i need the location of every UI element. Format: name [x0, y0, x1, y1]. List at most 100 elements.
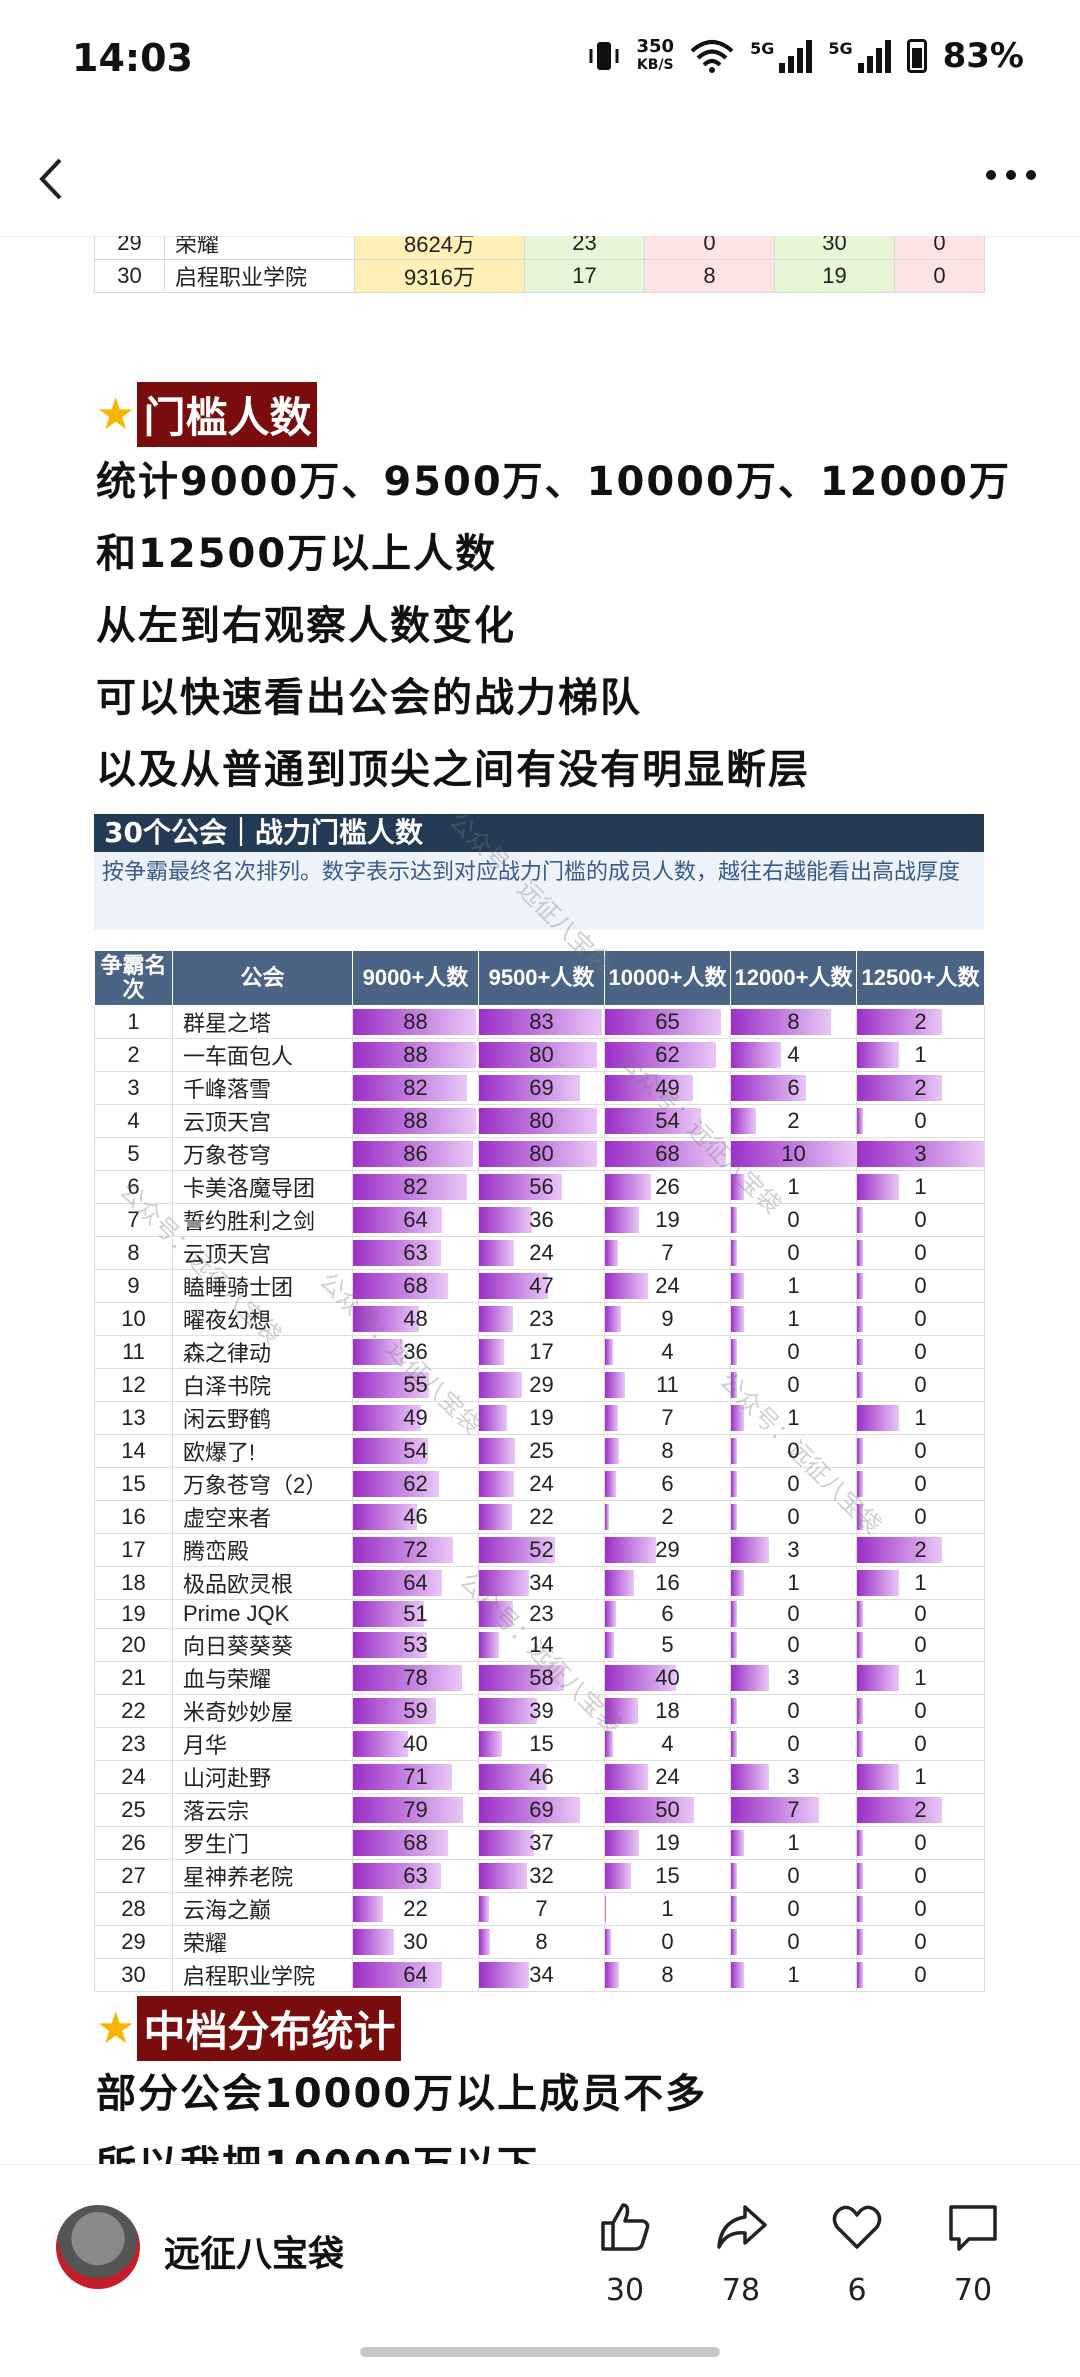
data-bar: 7	[731, 1796, 856, 1824]
bar-value: 8	[661, 1962, 674, 1987]
bar-fill	[605, 1372, 625, 1398]
count-cell: 29	[604, 1533, 731, 1567]
rank-cell: 7	[94, 1203, 173, 1237]
data-bar: 0	[857, 1437, 984, 1465]
bar-fill	[353, 1405, 421, 1431]
share-button[interactable]: 78	[696, 2199, 786, 2308]
bar-value: 7	[787, 1797, 800, 1822]
back-arrow-icon[interactable]	[30, 156, 76, 202]
count-cell: 88	[352, 1104, 479, 1138]
author-avatar[interactable]	[56, 2205, 140, 2289]
data-bar: 52	[479, 1536, 604, 1564]
count-cell: 1	[730, 1826, 857, 1860]
count-cell: 0	[856, 1925, 985, 1959]
data-bar: 0	[731, 1239, 856, 1267]
rank-cell: 16	[94, 1500, 173, 1534]
count-cell: 0	[856, 1958, 985, 1992]
bar-value: 1	[787, 1830, 800, 1855]
bar-fill	[479, 1764, 547, 1790]
count-cell: 62	[604, 1038, 731, 1072]
count-cell: 8	[604, 1434, 731, 1468]
table-row: 12 白泽书院 55 29 11 0 0	[94, 1368, 985, 1402]
bar-value: 6	[661, 1601, 674, 1626]
data-bar: 0	[731, 1371, 856, 1399]
bar-value: 4	[661, 1339, 674, 1364]
data-bar: 40	[353, 1730, 478, 1758]
table-row: 26 罗生门 68 37 19 1 0	[94, 1826, 985, 1860]
count-cell: 46	[352, 1500, 479, 1534]
table-row: 20 向日葵葵葵 53 14 5 0 0	[94, 1628, 985, 1662]
data-bar: 8	[605, 1437, 730, 1465]
bar-value: 0	[914, 1108, 927, 1133]
data-bar: 3	[857, 1140, 984, 1168]
count-cell: 4	[604, 1335, 731, 1369]
comment-button[interactable]: 70	[928, 2199, 1018, 2308]
header-guild: 公会	[172, 950, 353, 1006]
header-9500: 9500+人数	[478, 950, 605, 1006]
favorite-button[interactable]: 6	[812, 2199, 902, 2308]
count-cell: 0	[730, 1694, 857, 1728]
table-row: 29 荣耀 8624万 23 0 30 0	[94, 236, 985, 260]
data-bar: 0	[731, 1503, 856, 1531]
table-row: 27 星神养老院 63 32 15 0 0	[94, 1859, 985, 1893]
bar-value: 71	[403, 1764, 428, 1789]
bar-fill	[605, 1698, 638, 1724]
data-bar: 1	[731, 1569, 856, 1597]
bar-fill	[605, 1929, 611, 1955]
author-name[interactable]: 远征八宝袋	[164, 2234, 345, 2275]
count-cell: 0	[856, 1104, 985, 1138]
table-row: 15 万象苍穹（2） 62 24 6 0 0	[94, 1467, 985, 1501]
bar-fill	[731, 1929, 737, 1955]
bar-value: 48	[403, 1306, 428, 1331]
bar-value: 5	[661, 1632, 674, 1657]
count-cell: 2	[604, 1500, 731, 1534]
guild-name-cell: 欧爆了!	[172, 1434, 353, 1468]
data-bar: 3	[731, 1664, 856, 1692]
data-bar: 69	[479, 1074, 604, 1102]
bar-fill	[353, 1438, 428, 1464]
bar-value: 63	[403, 1240, 428, 1265]
header-12500: 12500+人数	[856, 950, 985, 1006]
like-button[interactable]: 30	[580, 2199, 670, 2308]
bar-value: 1	[787, 1273, 800, 1298]
data-bar: 19	[479, 1404, 604, 1432]
guild-name-cell: 星神养老院	[172, 1859, 353, 1893]
bar-value: 69	[529, 1075, 554, 1100]
count-cell: 69	[478, 1071, 605, 1105]
count-cell: 0	[730, 1859, 857, 1893]
table-row: 13 闲云野鹤 49 19 7 1 1	[94, 1401, 985, 1435]
count-cell: 22	[352, 1892, 479, 1926]
bar-fill	[731, 1042, 781, 1068]
count-cell: 0	[856, 1467, 985, 1501]
data-bar: 7	[605, 1404, 730, 1432]
rank-cell: 10	[94, 1302, 173, 1336]
count-cell: 1	[730, 1566, 857, 1600]
data-bar: 0	[857, 1305, 984, 1333]
count-cell: 0	[856, 1628, 985, 1662]
bar-fill	[479, 1537, 556, 1563]
bar-fill	[731, 1504, 737, 1530]
data-bar: 0	[857, 1371, 984, 1399]
count-cell: 4	[604, 1727, 731, 1761]
bar-value: 0	[787, 1601, 800, 1626]
bar-value: 6	[787, 1075, 800, 1100]
more-options-icon[interactable]	[986, 170, 1036, 180]
table-row: 10 曜夜幻想 48 23 9 1 0	[94, 1302, 985, 1336]
count-cell: 1	[730, 1958, 857, 1992]
data-bar: 47	[479, 1272, 604, 1300]
bar-value: 23	[529, 1601, 554, 1626]
previous-table-fragment: 29 荣耀 8624万 23 0 30 0 30 启程职业学院 9316万 17…	[94, 236, 985, 293]
count-cell: 48	[352, 1302, 479, 1336]
bar-value: 10	[781, 1141, 806, 1166]
data-bar: 34	[479, 1569, 604, 1597]
data-bar: 11	[605, 1371, 730, 1399]
bar-fill	[857, 1174, 899, 1200]
bar-value: 4	[787, 1042, 800, 1067]
guild-name-cell: 落云宗	[172, 1793, 353, 1827]
count-cell: 11	[604, 1368, 731, 1402]
data-bar: 49	[605, 1074, 730, 1102]
bar-value: 3	[787, 1537, 800, 1562]
count-cell: 68	[604, 1137, 731, 1171]
home-indicator[interactable]	[360, 2347, 720, 2357]
count-cell: 0	[856, 1892, 985, 1926]
